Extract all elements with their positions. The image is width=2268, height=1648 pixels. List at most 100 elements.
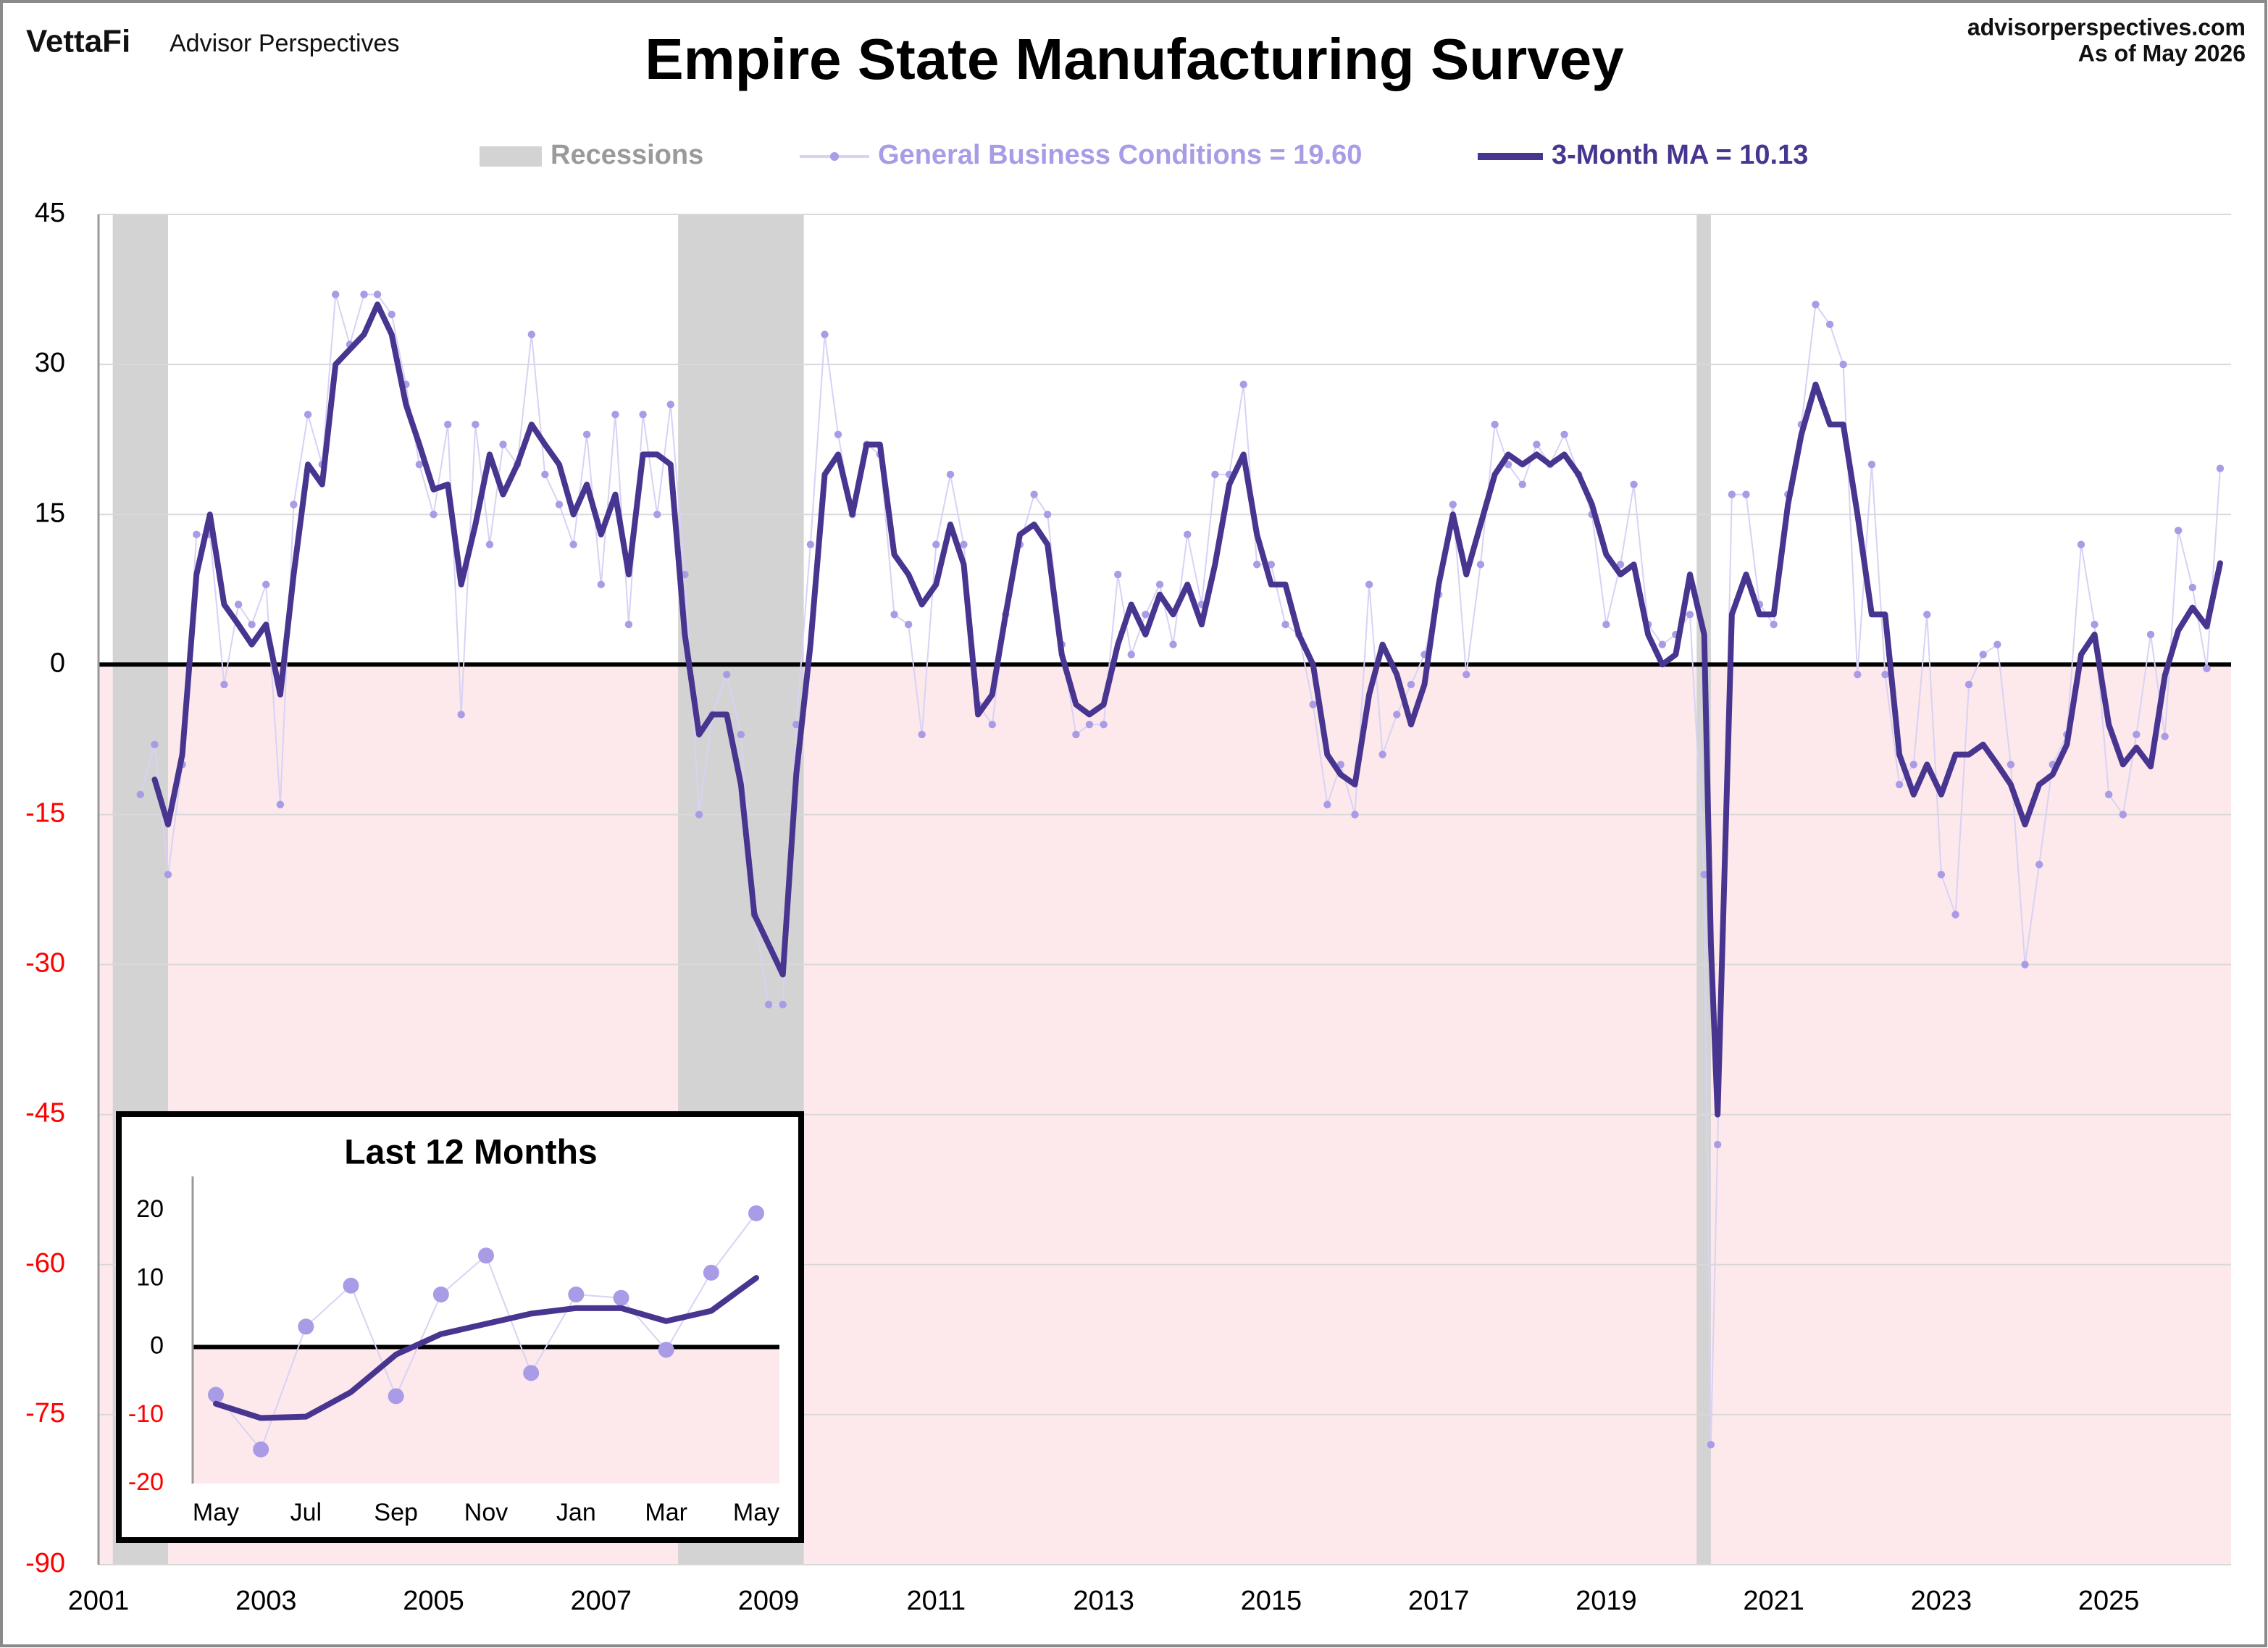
data-point bbox=[136, 790, 145, 799]
data-point bbox=[2077, 540, 2085, 548]
data-point bbox=[703, 1264, 719, 1281]
data-point bbox=[1630, 480, 1638, 488]
series-line bbox=[151, 301, 2223, 1118]
data-point bbox=[2146, 630, 2155, 639]
data-point bbox=[568, 1287, 585, 1303]
data-point bbox=[613, 1289, 629, 1306]
x-tick-label: 2021 bbox=[1743, 1586, 1804, 1616]
y-tick-label: -10 bbox=[128, 1400, 164, 1428]
data-point bbox=[234, 601, 243, 608]
data-point bbox=[1309, 700, 1317, 708]
data-point bbox=[1560, 430, 1568, 438]
data-point bbox=[624, 620, 633, 629]
data-point bbox=[499, 440, 507, 448]
data-point bbox=[737, 730, 745, 739]
data-point bbox=[1323, 800, 1331, 808]
x-tick-label: 2017 bbox=[1408, 1586, 1470, 1616]
inset-title: Last 12 Months bbox=[344, 1134, 597, 1172]
data-point bbox=[290, 501, 298, 509]
data-point bbox=[388, 310, 396, 319]
x-tick-label: Sep bbox=[374, 1499, 418, 1526]
data-point bbox=[1491, 420, 1499, 429]
x-tick-label: 2023 bbox=[1911, 1586, 1972, 1616]
data-point bbox=[2091, 620, 2098, 629]
legend-label: Recessions bbox=[551, 140, 703, 170]
data-point bbox=[485, 540, 494, 548]
data-point bbox=[1728, 490, 1736, 498]
data-point bbox=[388, 1388, 404, 1405]
y-tick-label: -90 bbox=[25, 1548, 65, 1578]
data-point bbox=[1239, 380, 1247, 388]
data-point bbox=[1504, 460, 1512, 469]
x-tick-label: May bbox=[193, 1499, 239, 1526]
data-point bbox=[779, 1000, 787, 1008]
y-tick-label: 20 bbox=[136, 1195, 164, 1223]
data-point bbox=[1616, 561, 1625, 569]
data-point bbox=[1700, 871, 1708, 879]
data-point bbox=[2119, 811, 2127, 819]
x-tick-label: 2019 bbox=[1576, 1586, 1637, 1616]
data-point bbox=[1085, 720, 1094, 729]
data-point bbox=[1365, 580, 1373, 589]
data-point bbox=[151, 740, 159, 748]
data-point bbox=[988, 720, 996, 729]
y-tick-label: 0 bbox=[150, 1332, 164, 1360]
data-point bbox=[2216, 464, 2225, 472]
data-point bbox=[932, 540, 940, 548]
data-point bbox=[1378, 750, 1386, 758]
data-point bbox=[343, 1277, 359, 1294]
data-point bbox=[1463, 670, 1470, 679]
data-point bbox=[2174, 527, 2183, 535]
data-point bbox=[2007, 761, 2015, 769]
data-point bbox=[220, 680, 228, 689]
x-tick-label: 2009 bbox=[738, 1586, 800, 1616]
y-tick-label: -45 bbox=[25, 1098, 65, 1129]
data-point bbox=[1951, 911, 1959, 919]
data-point bbox=[639, 410, 647, 419]
data-point bbox=[1114, 570, 1122, 579]
data-point bbox=[2104, 790, 2113, 799]
data-point bbox=[443, 420, 452, 429]
data-point bbox=[946, 470, 955, 479]
y-tick-label: -60 bbox=[25, 1248, 65, 1279]
x-tick-label: Jul bbox=[290, 1499, 322, 1526]
data-point bbox=[523, 1365, 540, 1381]
data-point bbox=[1713, 1140, 1722, 1149]
data-point bbox=[1909, 761, 1917, 769]
x-tick-label: May bbox=[733, 1499, 779, 1526]
x-tick-label: 2013 bbox=[1073, 1586, 1134, 1616]
data-point bbox=[2161, 732, 2169, 740]
data-point bbox=[1211, 470, 1219, 479]
data-point bbox=[834, 430, 842, 438]
data-point bbox=[1169, 640, 1177, 648]
data-point bbox=[332, 290, 340, 298]
y-tick-label: -30 bbox=[25, 948, 65, 979]
data-point bbox=[1881, 670, 1889, 679]
data-point bbox=[415, 460, 424, 469]
x-tick-label: 2001 bbox=[68, 1586, 130, 1616]
y-tick-label: 10 bbox=[136, 1263, 164, 1291]
legend-label: General Business Conditions = 19.60 bbox=[878, 140, 1362, 170]
data-point bbox=[478, 1247, 494, 1264]
data-point bbox=[253, 1441, 269, 1457]
data-point bbox=[304, 410, 312, 419]
data-point bbox=[1867, 460, 1876, 469]
y-tick-label: -20 bbox=[128, 1468, 164, 1496]
data-point bbox=[248, 620, 256, 629]
inset-plot: -20 -10 0 10 20 May Jul Sep Nov Jan Mar May bbox=[128, 1176, 779, 1526]
data-point bbox=[1407, 680, 1415, 689]
series-line bbox=[213, 1275, 759, 1421]
data-point bbox=[723, 670, 731, 679]
data-point bbox=[582, 430, 591, 438]
data-point bbox=[1072, 730, 1080, 739]
data-point bbox=[1964, 680, 1973, 689]
data-point bbox=[2188, 583, 2197, 592]
legend-swatch bbox=[480, 146, 542, 167]
data-point bbox=[1825, 320, 1834, 329]
data-point bbox=[1127, 651, 1135, 658]
x-tick-label: 2015 bbox=[1241, 1586, 1302, 1616]
data-point bbox=[960, 540, 968, 548]
data-point bbox=[164, 871, 172, 879]
data-point bbox=[1854, 670, 1862, 679]
